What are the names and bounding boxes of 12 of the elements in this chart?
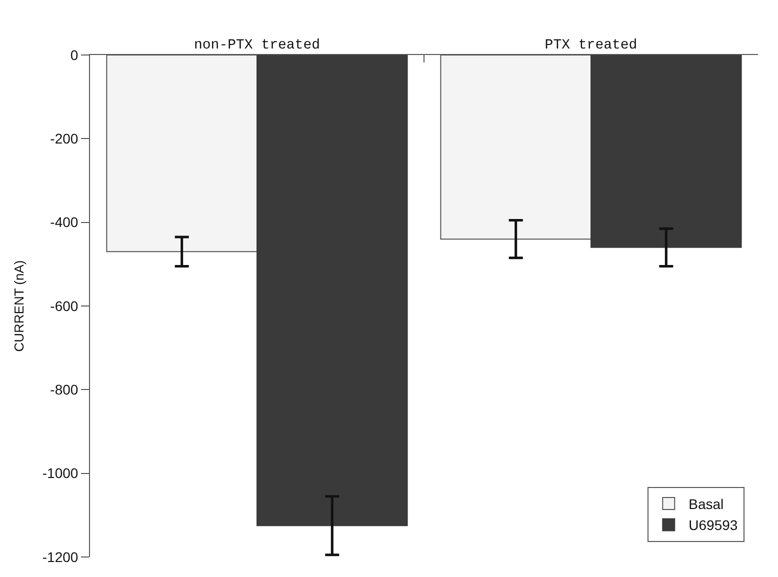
- y-tick-label: 0: [70, 46, 78, 63]
- y-tick-label: -200: [50, 130, 78, 147]
- legend-label: Basal: [688, 496, 724, 512]
- x-tick-label: non-PTX treated: [194, 37, 320, 54]
- x-tick-label: PTX treated: [544, 37, 638, 54]
- y-tick-label: -1200: [42, 548, 78, 565]
- y-tick-label: -800: [50, 382, 78, 398]
- y-tick-label: -600: [50, 298, 78, 314]
- y-axis-title: CURRENT (nA): [11, 260, 26, 352]
- y-tick-label: -1000: [42, 465, 78, 482]
- y-tick-label: -400: [50, 214, 78, 230]
- legend-label: U69593: [688, 517, 738, 534]
